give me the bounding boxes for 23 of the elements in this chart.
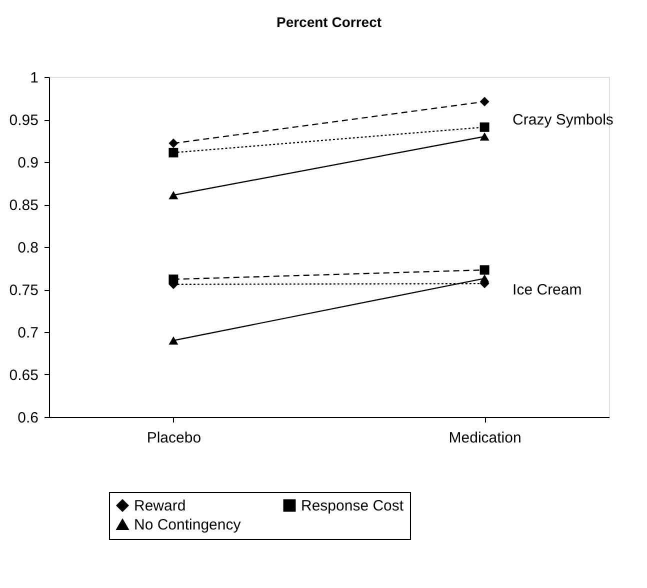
point — [480, 96, 490, 106]
y-tick-label: 0.95 — [9, 112, 38, 129]
point — [480, 265, 490, 275]
point — [168, 138, 178, 148]
annotation: Crazy Symbols — [512, 112, 614, 128]
y-tick-label: 0.7 — [18, 324, 38, 342]
y-tick-label: 0.9 — [18, 154, 38, 172]
y-tick-label: 0.85 — [9, 197, 38, 214]
y-tick-label: 0.8 — [18, 240, 38, 256]
point — [168, 148, 178, 158]
y-tick-label: 0.6 — [18, 410, 38, 426]
chart-title: Percent Correct — [276, 14, 382, 30]
legend-label: Response Cost — [301, 498, 404, 515]
annotation: Ice Cream — [512, 282, 582, 298]
y-tick-label: 1 — [30, 70, 38, 86]
point — [480, 122, 490, 132]
legend-label: No Contingency — [134, 516, 242, 534]
point — [168, 274, 178, 284]
x-tick-label: Placebo — [146, 430, 202, 446]
y-tick-label: 0.65 — [9, 367, 38, 384]
legend-label: Reward — [134, 498, 186, 515]
y-tick-label: 0.75 — [9, 282, 38, 299]
x-tick-label: Medication — [448, 430, 522, 446]
